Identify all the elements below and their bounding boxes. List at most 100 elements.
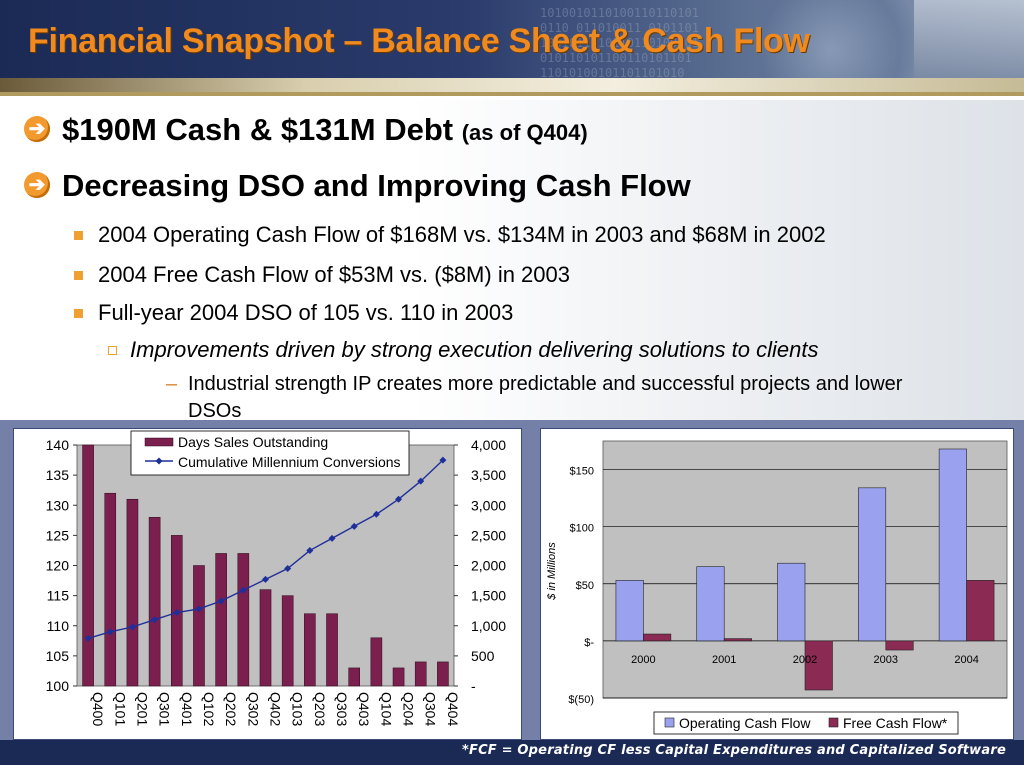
background-gradient [0,100,1024,430]
conversions-point [195,605,203,613]
dso-bar [104,492,117,687]
y-tick-label: $- [584,637,594,649]
conversions-point [350,522,358,530]
right-tick-label: 1,500 [471,588,506,604]
x-tick-label: Q103 [290,692,306,726]
x-tick-label: Q201 [134,692,150,726]
ocf-bar [777,562,806,642]
binary-graphic: 1010010110100110110101 0110 011010011 01… [540,6,699,78]
left-tick-label: 115 [47,588,70,604]
x-tick-label: Q104 [378,692,394,726]
footer-bar [0,740,1024,765]
right-tick-label: 3,500 [471,467,506,483]
legend-fcf-swatch [828,717,839,728]
y-axis-label: $ in Millions [546,542,558,601]
fcf-bar [804,640,833,691]
left-tick-label: 125 [46,527,70,543]
conversions-point [173,608,181,616]
dso-bar [126,498,139,687]
right-tick-label: 4,000 [471,437,506,453]
bullet-text: Decreasing DSO and Improving Cash Flow [62,168,691,203]
dso-bar [237,553,250,687]
sub-bullet-text: Full-year 2004 DSO of 105 vs. 110 in 200… [98,300,514,325]
y-tick-label: $(50) [568,694,594,706]
dso-bar [348,667,361,687]
conversions-point [395,495,403,503]
dso-chart-frame: 100 105 110 115 120 125 130 135 140 - 500 1,000 1,50… [13,428,522,740]
x-tick-label: Q301 [157,692,173,726]
x-tick-label: Q404 [445,692,461,726]
right-tick-label: 500 [471,648,495,664]
left-tick-label: 120 [46,558,70,574]
conversions-point [217,597,225,605]
x-tick-label: Q204 [401,692,417,726]
left-tick-label: 100 [46,678,70,694]
x-tick-label: Q302 [245,692,261,726]
legend-conversions-label: Cumulative Millennium Conversions [178,454,401,470]
header-rule [0,78,1024,92]
ocf-bar [858,487,887,642]
dso-conversions-chart: 100 105 110 115 120 125 130 135 140 - 500 1,000 1,50… [46,430,506,726]
bullet-note: (as of Q404) [461,120,588,145]
conversions-point [128,623,136,631]
fcf-bar [723,638,752,642]
x-tick-label: Q402 [268,692,284,726]
conversions-point [239,586,247,594]
conversions-point [284,565,292,573]
legend-box [653,711,959,735]
x-tick-label: Q400 [90,692,106,726]
bullet-text: $190M Cash & $131M Debt [62,112,454,147]
dso-bar [437,661,449,687]
legend-box [130,430,410,476]
cashflow-chart: $(50) $- $50 $100 $150 2000 2001 2002 2003 2004 $ … [546,440,1008,735]
conversions-point [106,628,114,636]
y-tick-label: $50 [576,580,594,592]
dso-bar [215,553,227,687]
ocf-bar [938,448,967,642]
sub-bullet-text: 2004 Operating Cash Flow of $168M vs. $1… [98,222,826,247]
dso-bar [326,613,338,687]
legend-fcf-label: Free Cash Flow* [843,715,948,731]
cashflow-chart-frame: $(50) $- $50 $100 $150 2000 2001 2002 2003 2004 $ … [540,428,1014,740]
fcf-bar [643,633,672,642]
sub-bullet-text: 2004 Free Cash Flow of $53M vs. ($8M) in… [98,262,571,287]
hollow-square-icon [108,346,117,355]
left-tick-label: 105 [46,648,70,664]
right-tick-label: - [471,678,476,694]
right-tick-label: 2,000 [471,558,506,574]
dso-bar [259,589,272,687]
dso-bar [193,565,205,687]
x-tick-label: 2001 [712,654,736,666]
y-tick-label: $150 [570,466,594,478]
arrow-bullet-icon: ➔ [24,116,50,142]
x-tick-label: 2002 [793,654,817,666]
x-tick-label: Q202 [223,692,239,726]
left-tick-label: 130 [46,497,70,513]
legend-dso-label: Days Sales Outstanding [178,434,328,450]
legend-conversions-marker [155,457,163,465]
arrow-bullet-icon: ➔ [24,172,50,198]
dso-bar [392,667,405,687]
conversions-point [328,534,336,542]
detail-text-line2: DSOs [188,400,242,422]
conversions-point [306,546,314,554]
conversions-point [417,477,425,485]
square-bullet-icon [74,271,83,280]
square-bullet-icon [74,309,83,318]
x-tick-label: 2000 [631,654,655,666]
x-tick-label: 2004 [954,654,978,666]
x-tick-label: Q101 [112,692,128,726]
left-tick-label: 135 [46,467,70,483]
conversions-point [262,575,269,583]
dso-bar [82,444,94,687]
right-tick-label: 2,500 [471,527,506,543]
legend-ocf-label: Operating Cash Flow [679,715,811,731]
conversions-point [439,456,447,464]
x-tick-label: 2003 [874,654,898,666]
slide-title: Financial Snapshot – Balance Sheet & Cas… [28,22,810,60]
dso-bar [370,637,383,687]
sub-sub-bullet-text: Improvements driven by strong execution … [130,337,819,362]
dash-bullet-icon: – [166,373,178,395]
dso-bar [281,595,294,687]
globe-graphic [740,0,920,78]
